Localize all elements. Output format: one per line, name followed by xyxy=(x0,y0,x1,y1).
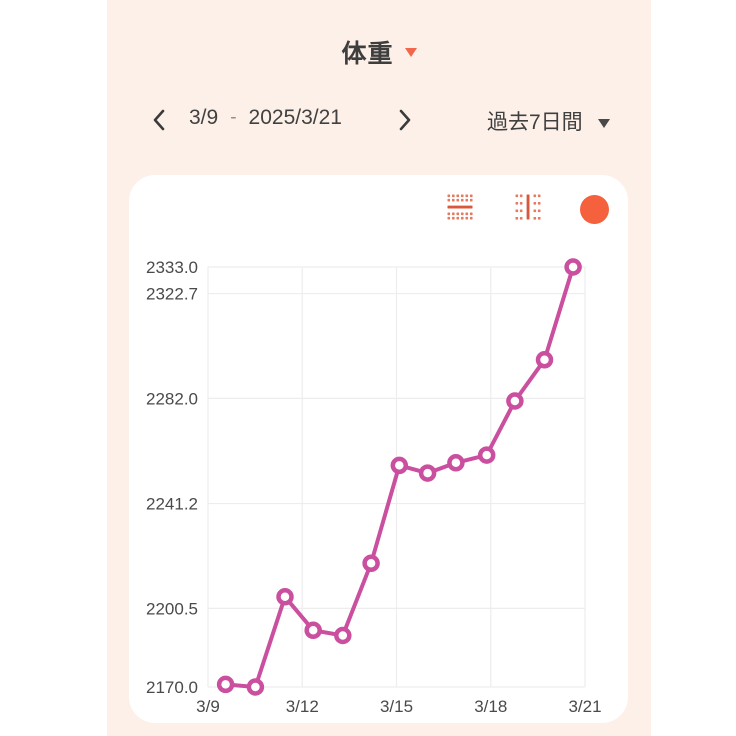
icon-dot xyxy=(465,216,469,220)
x-axis-tick-label: 3/9 xyxy=(196,697,220,716)
prev-range-button[interactable] xyxy=(149,107,169,133)
icon-dot xyxy=(447,198,451,202)
icon-dot xyxy=(469,212,473,216)
weight-line-chart: 2333.0 2322.7 2282.0 2241.2 2200.5 2170.03/9 3… xyxy=(146,258,602,716)
icon-dot xyxy=(451,216,455,220)
y-axis-tick-label: 2322.7 xyxy=(146,285,198,304)
icon-dot xyxy=(537,209,541,213)
icon-dot xyxy=(460,212,464,216)
icon-dot xyxy=(469,198,473,202)
vertical-line-grid-icon xyxy=(515,194,541,220)
icon-dot xyxy=(460,216,464,220)
icon-dot xyxy=(519,194,523,198)
chart-card: 2333.0 2322.7 2282.0 2241.2 2200.5 2170.0 3/9 3… xyxy=(129,175,628,723)
date-range: 3/9 - 2025/3/21 xyxy=(189,106,342,130)
date-navigation: 3/9 - 2025/3/21 過去7日間 xyxy=(107,104,651,136)
icon-dot xyxy=(537,202,541,205)
horizontal-line-grid-icon xyxy=(447,194,473,220)
data-point-marker[interactable] xyxy=(362,554,380,573)
icon-dot xyxy=(515,194,519,198)
data-point-marker[interactable] xyxy=(246,678,265,696)
icon-dot xyxy=(451,194,455,198)
icon-dot xyxy=(460,194,464,198)
x-axis-tick-label: 3/18 xyxy=(474,697,507,716)
horizontal-grid-toggle-button[interactable] xyxy=(445,192,475,222)
data-point-marker[interactable] xyxy=(535,351,554,369)
header: 体重 xyxy=(107,36,651,68)
next-range-button[interactable] xyxy=(395,107,415,133)
icon-dot xyxy=(519,209,523,213)
icon-dot xyxy=(451,198,455,202)
data-point-marker[interactable] xyxy=(304,621,322,640)
y-axis-tick-label: 2200.5 xyxy=(146,599,198,618)
metric-dropdown-caret-icon[interactable] xyxy=(404,47,417,57)
x-axis-tick-label: 3/12 xyxy=(286,697,319,716)
icon-dot xyxy=(515,202,519,205)
data-point-marker[interactable] xyxy=(447,454,465,472)
vertical-grid-toggle-button[interactable] xyxy=(513,192,543,222)
y-axis-tick-label: 2333.0 xyxy=(146,258,198,277)
page-title: 体重 xyxy=(341,40,394,68)
icon-dot xyxy=(537,194,541,198)
icon-dot xyxy=(469,194,473,198)
icon-dot xyxy=(526,194,530,220)
weight-tracker-screen: 体重 3/9 - 2025/3/21 過去7日間 xyxy=(107,0,651,736)
period-caret-icon xyxy=(597,118,610,128)
icon-dot xyxy=(456,198,460,202)
icon-dot xyxy=(533,217,537,220)
period-label: 過去7日間 xyxy=(487,111,583,134)
series-color-button[interactable] xyxy=(578,193,611,226)
data-point-marker[interactable] xyxy=(418,464,437,482)
icon-dot xyxy=(465,198,469,202)
icon-dot xyxy=(456,216,460,220)
data-point-marker[interactable] xyxy=(564,258,582,276)
icon-dot xyxy=(447,212,451,216)
icon-dot xyxy=(447,216,451,220)
data-point-marker[interactable] xyxy=(506,392,524,410)
range-start: 3/9 xyxy=(189,106,219,129)
data-point-marker[interactable] xyxy=(334,626,352,645)
weight-series-line xyxy=(223,265,576,689)
data-point-marker[interactable] xyxy=(477,446,496,464)
y-axis-tick-label: 2241.2 xyxy=(146,495,198,514)
icon-dot xyxy=(469,216,473,220)
icon-dot xyxy=(456,212,460,216)
data-point-marker[interactable] xyxy=(216,675,235,694)
icon-dot xyxy=(447,194,451,198)
icon-dot xyxy=(537,217,541,220)
chevron-left-icon xyxy=(153,109,165,131)
range-separator: - xyxy=(230,107,237,128)
icon-dot xyxy=(465,212,469,216)
icon-dot xyxy=(451,212,455,216)
icon-dot xyxy=(465,194,469,198)
data-point-marker[interactable] xyxy=(390,456,409,475)
icon-dot xyxy=(533,209,537,213)
x-axis-tick-label: 3/21 xyxy=(568,697,601,716)
icon-dot xyxy=(447,205,473,209)
chevron-right-icon xyxy=(399,109,411,131)
icon-dot xyxy=(533,194,537,198)
data-point-marker[interactable] xyxy=(276,588,294,606)
range-end: 2025/3/21 xyxy=(248,106,342,129)
icon-dot xyxy=(460,198,464,202)
y-axis-tick-label: 2282.0 xyxy=(146,389,198,408)
icon-dot xyxy=(519,217,523,220)
icon-dot xyxy=(515,209,519,213)
x-axis-tick-label: 3/15 xyxy=(380,697,413,716)
series-color-dot-icon xyxy=(580,195,609,224)
icon-dot xyxy=(456,194,460,198)
icon-dot xyxy=(533,202,537,205)
icon-dot xyxy=(519,202,523,205)
icon-dot xyxy=(515,217,519,220)
period-selector[interactable]: 過去7日間 xyxy=(487,104,610,138)
y-axis-tick-label: 2170.0 xyxy=(146,678,198,697)
